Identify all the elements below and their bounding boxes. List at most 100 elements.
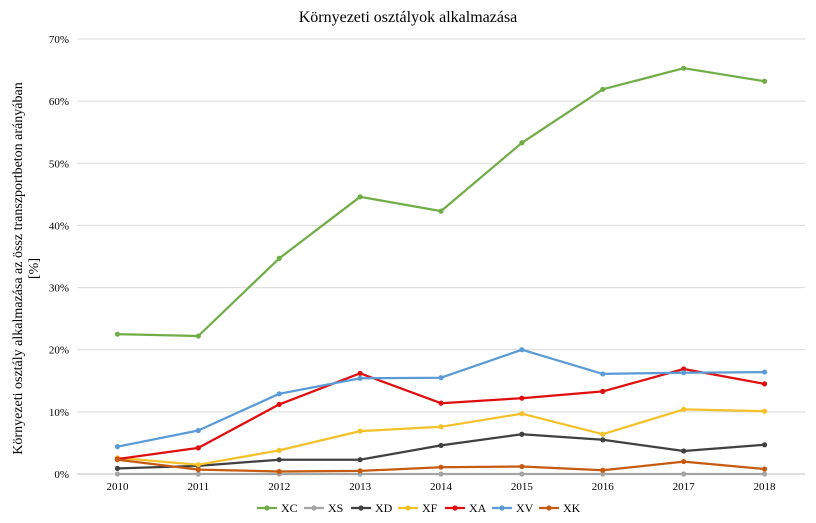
data-point	[357, 194, 363, 200]
data-point	[600, 431, 606, 437]
y-tick-label: 20%	[49, 345, 69, 357]
data-point	[681, 366, 687, 372]
data-point	[114, 465, 121, 472]
data-point	[114, 471, 121, 477]
x-tick-label: 2011	[188, 481, 210, 493]
data-point	[438, 208, 444, 214]
data-point	[519, 431, 525, 437]
x-tick-label: 2014	[430, 481, 453, 493]
data-point	[519, 411, 525, 417]
data-point	[195, 333, 201, 339]
data-point	[600, 467, 606, 473]
legend-item-xv: XV	[492, 501, 534, 515]
legend-label: XV	[516, 501, 534, 515]
legend-marker	[499, 505, 505, 511]
legend-item-xd: XD	[351, 501, 393, 515]
data-point	[276, 255, 282, 261]
data-point	[600, 86, 606, 92]
y-tick-label: 10%	[49, 407, 69, 419]
data-point	[600, 388, 606, 394]
x-tick-label: 2017	[673, 481, 696, 493]
x-tick-label: 2010	[106, 481, 129, 493]
legend-item-xf: XF	[398, 501, 438, 515]
data-point	[114, 457, 121, 463]
chart-title: Környezeti osztályok alkalmazása	[299, 9, 518, 26]
y-tick-label: 40%	[49, 220, 69, 232]
y-tick-label: 0%	[54, 469, 69, 481]
data-point	[681, 370, 687, 376]
x-tick-label: 2015	[511, 481, 534, 493]
data-point	[195, 427, 201, 434]
data-point	[357, 468, 363, 474]
legend-marker	[264, 505, 270, 511]
y-axis-title-line: [%]	[27, 258, 42, 279]
legend-item-xk: XK	[539, 501, 581, 515]
data-point	[276, 391, 282, 397]
data-point	[357, 428, 363, 434]
data-point	[195, 467, 201, 473]
data-point	[761, 408, 768, 414]
data-point	[681, 448, 687, 454]
data-point	[519, 395, 525, 401]
x-tick-labels: 2010 2011 2012 2013 2014 2015 2016 2017 2018	[106, 481, 776, 493]
y-tick-label: 30%	[49, 283, 69, 295]
data-point	[761, 78, 768, 84]
series-xf	[114, 406, 768, 468]
data-point	[438, 464, 444, 470]
x-tick-label: 2016	[592, 481, 615, 493]
data-point	[114, 331, 121, 337]
data-point	[438, 442, 444, 449]
data-point	[761, 442, 768, 448]
y-tick-label: 50%	[49, 158, 69, 170]
data-point	[600, 371, 606, 377]
data-point	[276, 468, 282, 475]
data-point	[761, 381, 768, 387]
data-point	[195, 471, 201, 477]
series-lines	[114, 65, 768, 477]
legend-item-xs: XS	[304, 501, 343, 515]
x-tick-label: 2013	[349, 481, 372, 493]
data-point	[357, 375, 363, 381]
data-point	[357, 370, 363, 376]
legend-label: XD	[375, 501, 393, 515]
data-point	[761, 369, 768, 375]
x-tick-label: 2012	[268, 481, 290, 493]
data-point	[114, 444, 121, 450]
gridlines	[77, 38, 805, 475]
data-point	[276, 457, 282, 463]
x-tick-label: 2018	[754, 481, 777, 493]
data-point	[519, 471, 525, 477]
legend-marker	[546, 505, 552, 511]
legend-label: XS	[328, 501, 343, 515]
data-point	[681, 406, 687, 412]
series-xs	[114, 471, 768, 477]
data-point	[761, 466, 768, 472]
legend-marker	[311, 505, 317, 511]
data-point	[438, 400, 444, 406]
legend-item-xc: XC	[257, 501, 298, 515]
data-point	[357, 457, 363, 463]
legend-label: XF	[422, 501, 438, 515]
y-tick-label: 70%	[49, 34, 69, 46]
data-point	[761, 471, 768, 477]
data-point	[438, 424, 444, 430]
data-point	[195, 462, 201, 468]
legend: XC XS XD XF XA XV XK	[257, 501, 581, 515]
data-point	[600, 437, 606, 443]
data-point	[519, 463, 525, 470]
data-point	[438, 471, 444, 477]
legend-item-xa: XA	[445, 501, 487, 515]
data-point	[276, 401, 282, 407]
data-point	[600, 471, 606, 477]
data-point	[438, 375, 444, 381]
legend-marker	[452, 505, 458, 511]
data-point	[681, 65, 687, 71]
series-xv	[114, 347, 768, 450]
legend-marker	[358, 505, 364, 511]
data-point	[276, 447, 282, 453]
legend-label: XC	[281, 501, 298, 515]
y-tick-label: 60%	[49, 96, 69, 108]
series-xc	[114, 65, 768, 339]
